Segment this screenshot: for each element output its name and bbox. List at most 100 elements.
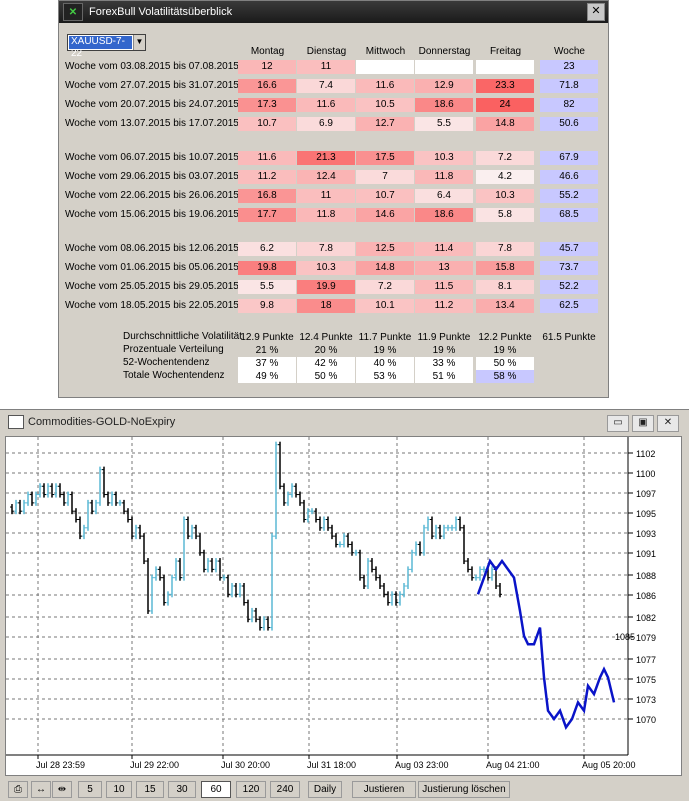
summary-cell: 61.5 Punkte (542, 332, 596, 343)
week-label: Woche vom 03.08.2015 bis 07.08.2015 (65, 61, 239, 72)
chevron-down-icon[interactable]: ▼ (133, 35, 145, 50)
justify-button[interactable]: Justieren (352, 781, 416, 798)
volatility-cell: 13.4 (476, 299, 534, 313)
timeframe-button[interactable]: 15 (136, 781, 164, 798)
timeframe-button[interactable]: 5 (78, 781, 102, 798)
volatility-cell: 11.8 (415, 170, 473, 184)
minimize-button[interactable]: ▭ (607, 415, 629, 432)
week-label: Woche vom 13.07.2015 bis 17.07.2015 (65, 118, 239, 129)
volatility-cell: 12.9 (415, 79, 473, 93)
summary-cell: 51 % (415, 370, 473, 383)
volatility-cell: 11 (297, 189, 355, 203)
volatility-cell: 14.8 (356, 261, 414, 275)
y-tick-label: 1102 (636, 449, 655, 459)
print-icon[interactable]: ⎙ (8, 781, 28, 798)
summary-cell: 20 % (314, 345, 338, 356)
volatility-cell: 13 (415, 261, 473, 275)
price-chart[interactable]: 1102 1100 1097 1095 1093 1091 1088 1086 1082 1079… (5, 436, 682, 776)
chart-titlebar[interactable]: Commodities-GOLD-NoExpiry ▭ ▣ ✕ (0, 410, 689, 434)
column-header: Freitag (489, 46, 522, 57)
week-total-cell: 71.8 (540, 79, 598, 93)
y-tick-label: 1070 (636, 715, 656, 725)
y-tick-label: 1088 (636, 571, 656, 581)
volatility-cell: 10.3 (476, 189, 534, 203)
y-tick-label: 1086 (636, 591, 656, 601)
week-total-cell: 62.5 (540, 299, 598, 313)
close-button[interactable]: ✕ (587, 3, 605, 21)
timeframe-button[interactable]: 30 (168, 781, 196, 798)
y-tick-label: 1075 (636, 675, 656, 685)
app-logo-icon: ✕ (63, 3, 83, 21)
volatility-cell: 5.5 (238, 280, 296, 294)
summary-cell: 58 % (476, 370, 534, 383)
volatility-cell: 11.4 (415, 242, 473, 256)
summary-cell: 19 % (493, 345, 517, 356)
current-price-label: 1085 (615, 632, 635, 642)
summary-cell: 50 % (476, 357, 534, 370)
x-tick-label: Jul 30 20:00 (221, 760, 270, 770)
volatility-cell: 11.8 (297, 208, 355, 222)
timeframe-button[interactable]: 60 (201, 781, 231, 798)
week-total-cell: 67.9 (540, 151, 598, 165)
volatility-cell: 7 (356, 170, 414, 184)
volatility-cell: 7.2 (356, 280, 414, 294)
summary-cell: 42 % (297, 357, 355, 370)
volatility-cell: 10.5 (356, 98, 414, 112)
forexbull-titlebar[interactable]: ✕ ForexBull Volatilitätsüberblick ✕ (59, 1, 608, 23)
summary-cell: 21 % (255, 345, 279, 356)
summary-cell: 33 % (415, 357, 473, 370)
volatility-cell: 11.5 (415, 280, 473, 294)
summary-cell: 19 % (432, 345, 456, 356)
week-total-cell: 73.7 (540, 261, 598, 275)
y-tick-label: 1073 (636, 695, 656, 705)
summary-cell (540, 344, 598, 357)
maximize-button[interactable]: ▣ (632, 415, 654, 432)
volatility-cell: 10.7 (238, 117, 296, 131)
week-label: Woche vom 08.06.2015 bis 12.06.2015 (65, 243, 239, 254)
volatility-cell: 10.1 (356, 299, 414, 313)
chart-window: Commodities-GOLD-NoExpiry ▭ ▣ ✕ 1102 1100… (0, 409, 689, 801)
timeframe-button[interactable]: Daily (308, 781, 342, 798)
volatility-cell: 19.9 (297, 280, 355, 294)
chart-title: Commodities-GOLD-NoExpiry (28, 416, 176, 428)
week-total-cell: 82 (540, 98, 598, 112)
timeframe-button[interactable]: 10 (106, 781, 132, 798)
summary-cell: 37 % (238, 357, 296, 370)
volatility-cell: 12 (238, 60, 296, 74)
summary-cell: 11.7 Punkte (358, 332, 412, 343)
summary-cell (540, 370, 598, 383)
volatility-cell: 17.3 (238, 98, 296, 112)
volatility-cell: 12.7 (356, 117, 414, 131)
volatility-cell: 12.5 (356, 242, 414, 256)
volatility-cell (476, 60, 534, 74)
symbol-select[interactable]: XAUUSD-7-22 ▼ (67, 34, 146, 59)
volatility-cell: 5.8 (476, 208, 534, 222)
volatility-cell: 7.8 (476, 242, 534, 256)
volatility-cell: 11.6 (238, 151, 296, 165)
summary-cell: 12.2 Punkte (478, 332, 532, 343)
week-label: Woche vom 15.06.2015 bis 19.06.2015 (65, 209, 239, 220)
summary-cell: 40 % (356, 357, 414, 370)
volatility-cell: 24 (476, 98, 534, 112)
summary-cell: 12.4 Punkte (299, 332, 353, 343)
zoom-in-icon[interactable]: ↔ (31, 781, 51, 798)
week-total-cell: 23 (540, 60, 598, 74)
week-total-cell: 68.5 (540, 208, 598, 222)
symbol-select-value: XAUUSD-7-22 (69, 36, 132, 59)
close-button[interactable]: ✕ (657, 415, 679, 432)
week-label: Woche vom 01.06.2015 bis 05.06.2015 (65, 262, 239, 273)
x-tick-label: Aug 04 21:00 (486, 760, 540, 770)
summary-cell: 12.9 Punkte (240, 332, 294, 343)
price-chart-svg: 1102 1100 1097 1095 1093 1091 1088 1086 1082 1079… (6, 437, 656, 770)
clear-justify-button[interactable]: Justierung löschen (418, 781, 510, 798)
volatility-cell: 17.7 (238, 208, 296, 222)
volatility-cell: 5.5 (415, 117, 473, 131)
x-tick-label: Jul 31 18:00 (307, 760, 356, 770)
forexbull-title: ForexBull Volatilitätsüberblick (89, 6, 233, 18)
volatility-cell: 17.5 (356, 151, 414, 165)
x-tick-label: Aug 05 20:00 (582, 760, 636, 770)
timeframe-button[interactable]: 120 (236, 781, 266, 798)
timeframe-button[interactable]: 240 (270, 781, 300, 798)
chart-toolbar: ⎙ ↔ ⇹ 5 10 15 30 60 120 240 Daily Justieren Justi… (0, 778, 689, 801)
zoom-out-icon[interactable]: ⇹ (52, 781, 72, 798)
